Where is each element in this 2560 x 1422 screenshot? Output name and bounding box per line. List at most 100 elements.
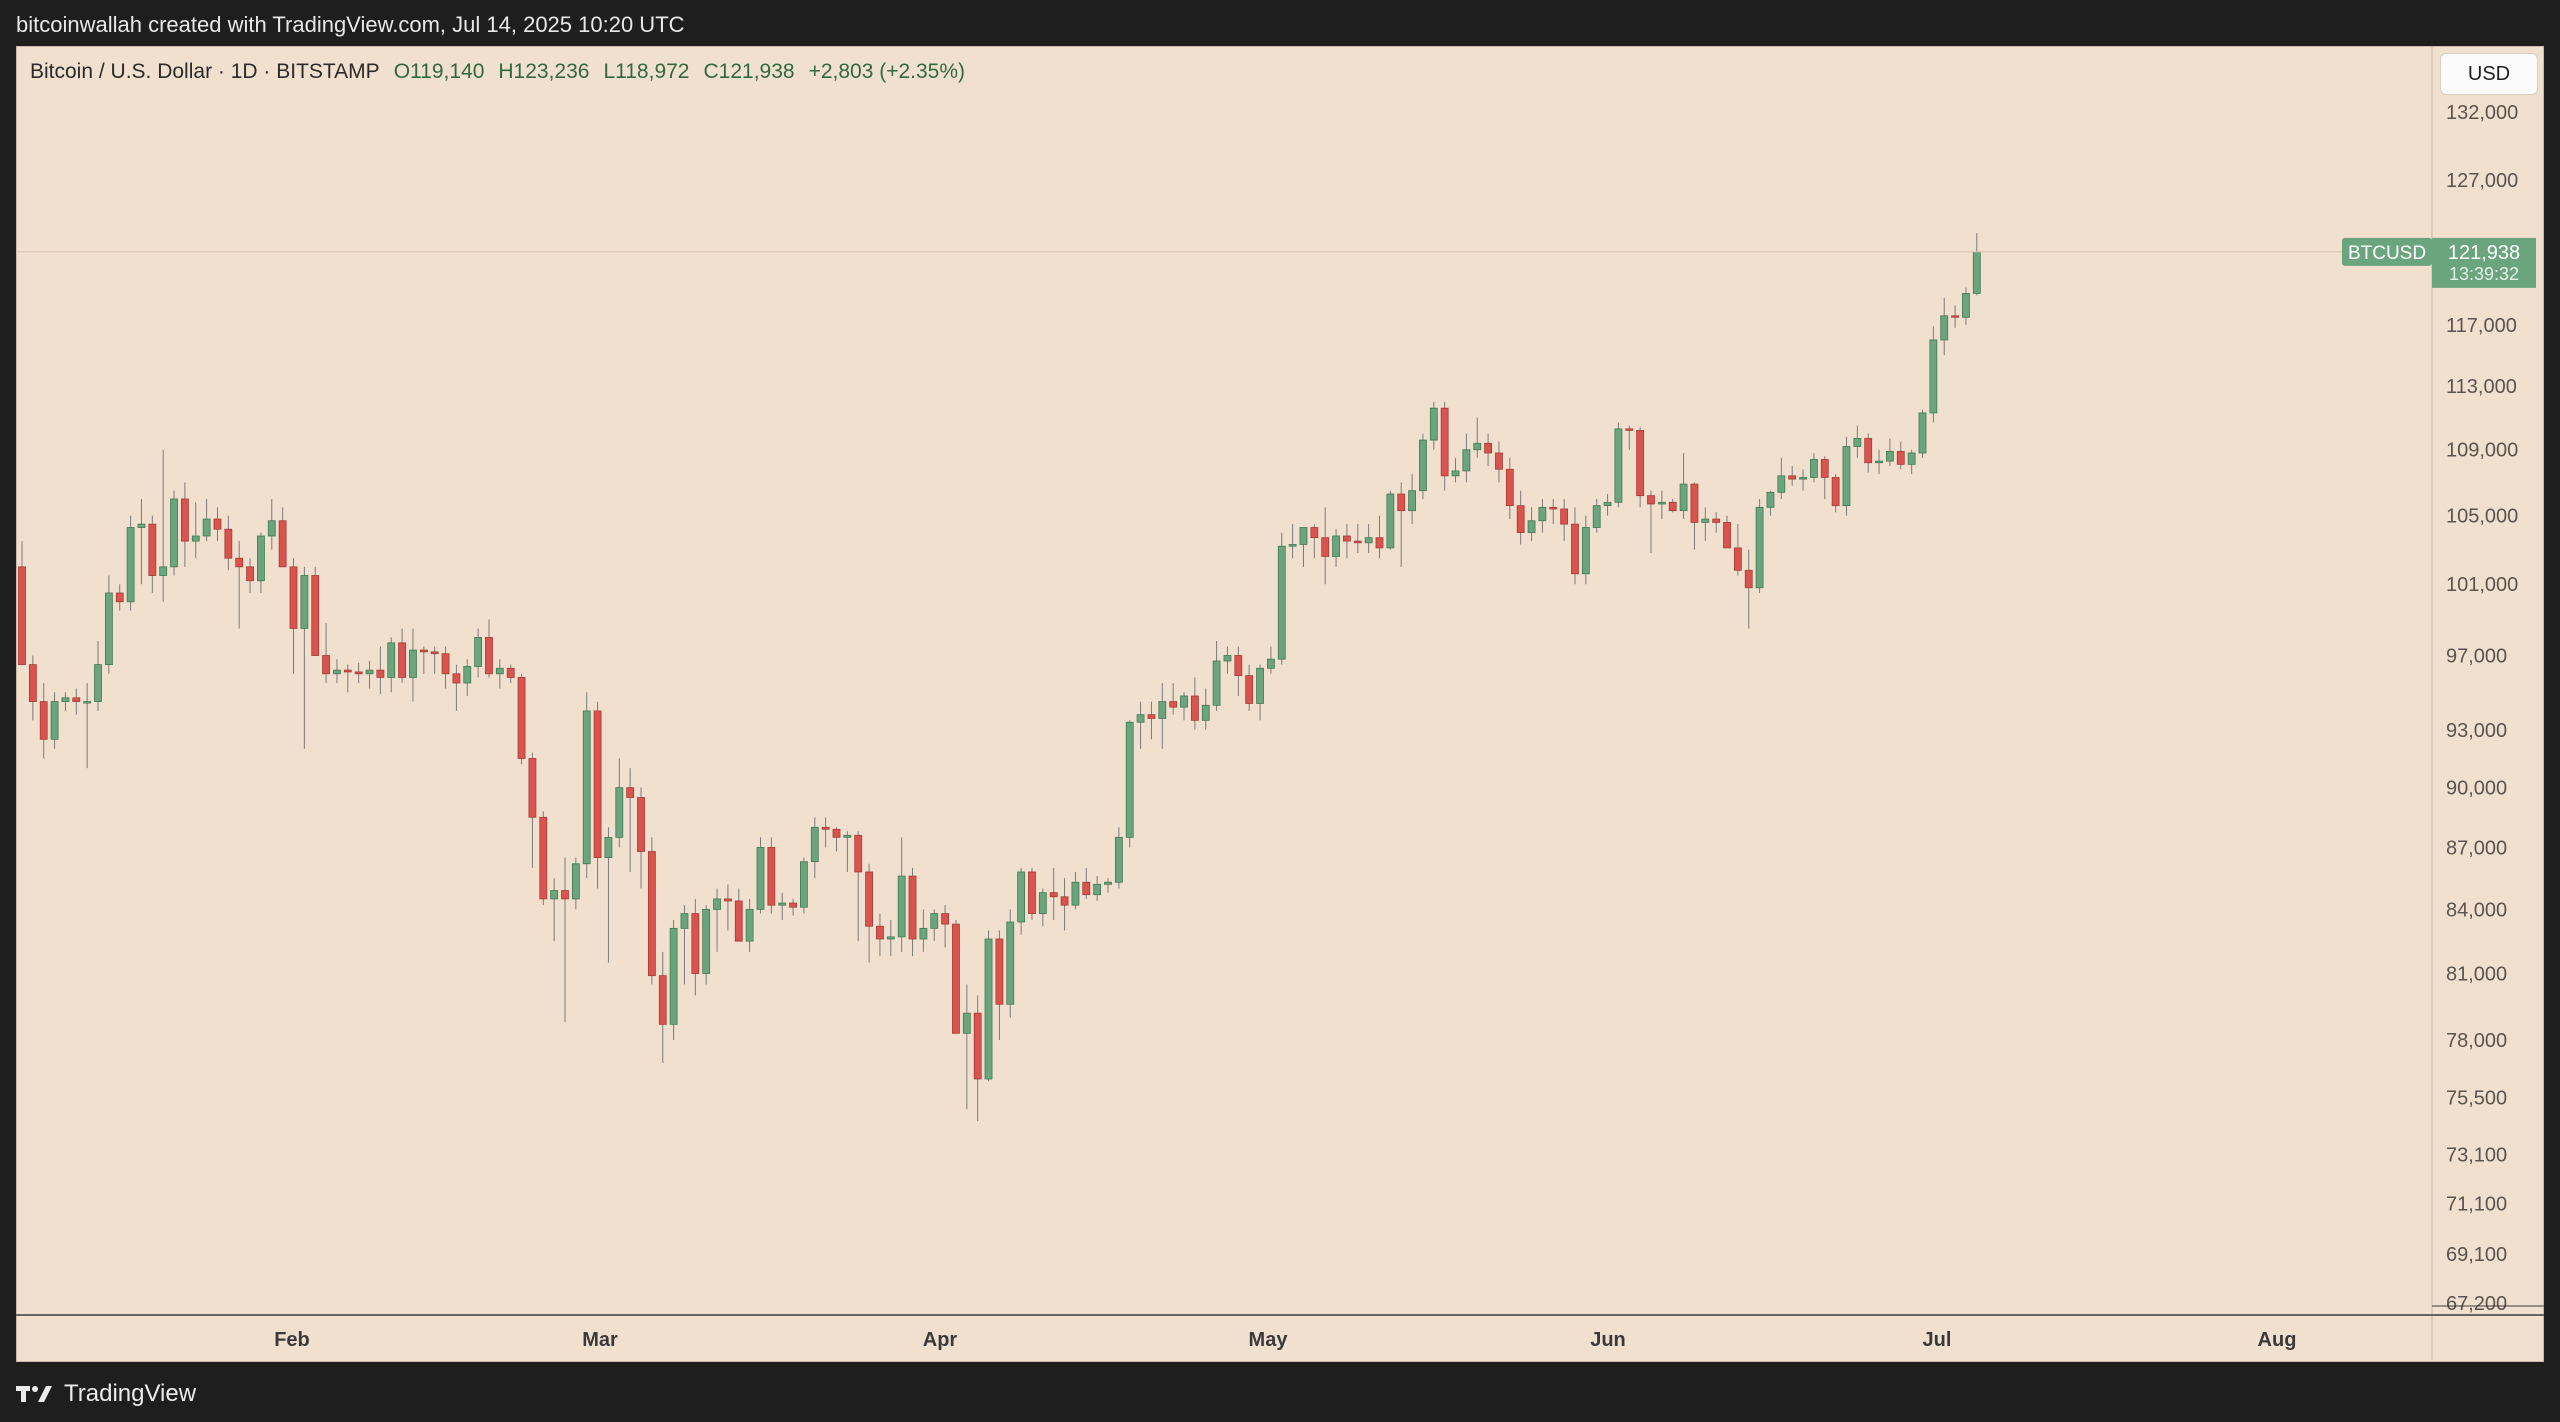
candle-body: [1484, 442, 1492, 454]
candle-body: [1082, 881, 1091, 896]
candle-body: [1147, 714, 1156, 719]
x-tick-label: Aug: [2258, 1329, 2297, 1351]
candle-body: [615, 787, 624, 838]
candle: [1060, 878, 1069, 931]
candle: [539, 811, 548, 906]
candle-body: [1028, 871, 1036, 914]
candle-body: [897, 875, 906, 938]
candle: [1505, 457, 1514, 520]
candle-body: [1962, 293, 1970, 318]
candle: [1071, 871, 1080, 910]
candle-body: [1223, 655, 1232, 662]
candle: [430, 646, 439, 674]
chart-frame: [16, 46, 2544, 1362]
candle-body: [474, 637, 483, 667]
candle: [952, 919, 960, 1034]
candle: [376, 646, 385, 695]
candle: [1147, 701, 1156, 740]
candle-body: [137, 523, 146, 528]
candle: [1451, 457, 1460, 483]
candle: [1223, 646, 1232, 674]
candle-body: [1049, 892, 1058, 898]
candle-body: [1972, 251, 1981, 294]
y-tick-label: 67,200: [2446, 1293, 2507, 1315]
candle-body: [713, 898, 721, 910]
y-tick-label: 69,100: [2446, 1244, 2507, 1266]
candle: [39, 682, 48, 759]
candle: [1527, 507, 1536, 542]
candle-body: [800, 861, 808, 908]
candle-body: [1408, 490, 1416, 512]
candle: [387, 637, 396, 693]
candle-body: [1299, 527, 1308, 545]
candle-body: [1180, 695, 1188, 708]
candle-body: [213, 518, 222, 530]
symbol-tag: [2342, 237, 2432, 266]
candle-body: [778, 902, 787, 906]
candle: [278, 507, 287, 568]
candle: [1733, 524, 1742, 576]
candle: [474, 628, 483, 678]
candle: [148, 515, 157, 593]
y-tick-label: 101,000: [2446, 574, 2518, 596]
candle-body: [1386, 493, 1395, 549]
candle-body: [571, 863, 580, 900]
candle: [1104, 878, 1112, 893]
currency-button[interactable]: USD: [2440, 53, 2538, 95]
candle-body: [61, 697, 70, 702]
symbol-tag-label: BTCUSD: [2348, 243, 2426, 264]
y-tick-label: 132,000: [2446, 102, 2518, 124]
candle-body: [50, 701, 59, 740]
candle-body: [1190, 695, 1199, 721]
x-tick-label: Jul: [1923, 1329, 1952, 1351]
candle: [1332, 529, 1340, 567]
candle: [1495, 441, 1503, 483]
candle: [1125, 720, 1134, 848]
candle-body: [1429, 407, 1438, 441]
y-tick-label: 84,000: [2446, 899, 2507, 921]
candle: [1484, 433, 1492, 467]
candle-body: [1592, 505, 1601, 528]
candle: [745, 898, 754, 952]
candle-body: [1538, 506, 1547, 522]
tradingview-logo[interactable]: TradingView: [16, 1380, 196, 1408]
candle: [800, 857, 808, 914]
candle-body: [1321, 537, 1330, 557]
candle: [1820, 456, 1829, 499]
x-tick-label: May: [1249, 1329, 1289, 1351]
candle-body: [1614, 428, 1623, 503]
candle: [1940, 297, 1949, 356]
candle-body: [843, 834, 852, 838]
candle: [1408, 474, 1416, 525]
candle-body: [1571, 523, 1579, 575]
candle: [170, 490, 178, 576]
candle: [582, 692, 591, 879]
candle: [984, 930, 993, 1082]
candle-body: [300, 575, 309, 629]
candle: [1799, 469, 1807, 491]
candle: [1169, 682, 1178, 715]
candle-body: [170, 498, 178, 568]
candle-body: [419, 649, 428, 653]
candle: [1712, 512, 1721, 533]
candle-body: [962, 1012, 971, 1034]
candle: [897, 837, 906, 952]
candle: [246, 558, 254, 593]
candle: [1929, 326, 1938, 423]
candle: [343, 664, 352, 693]
candle-body: [1864, 438, 1873, 464]
candle-body: [1234, 655, 1243, 677]
candle-body: [1375, 537, 1384, 549]
creator-text: bitcoinwallah created with TradingView.c…: [16, 12, 685, 37]
candle: [1842, 436, 1851, 516]
candle: [702, 905, 711, 985]
candle: [1386, 490, 1395, 550]
candle: [528, 752, 537, 868]
candle: [1538, 498, 1547, 533]
candle: [1245, 664, 1254, 711]
open-value: O119,140: [393, 60, 485, 83]
candle: [854, 831, 863, 942]
candle-body: [1744, 569, 1753, 589]
candle: [1038, 888, 1047, 927]
